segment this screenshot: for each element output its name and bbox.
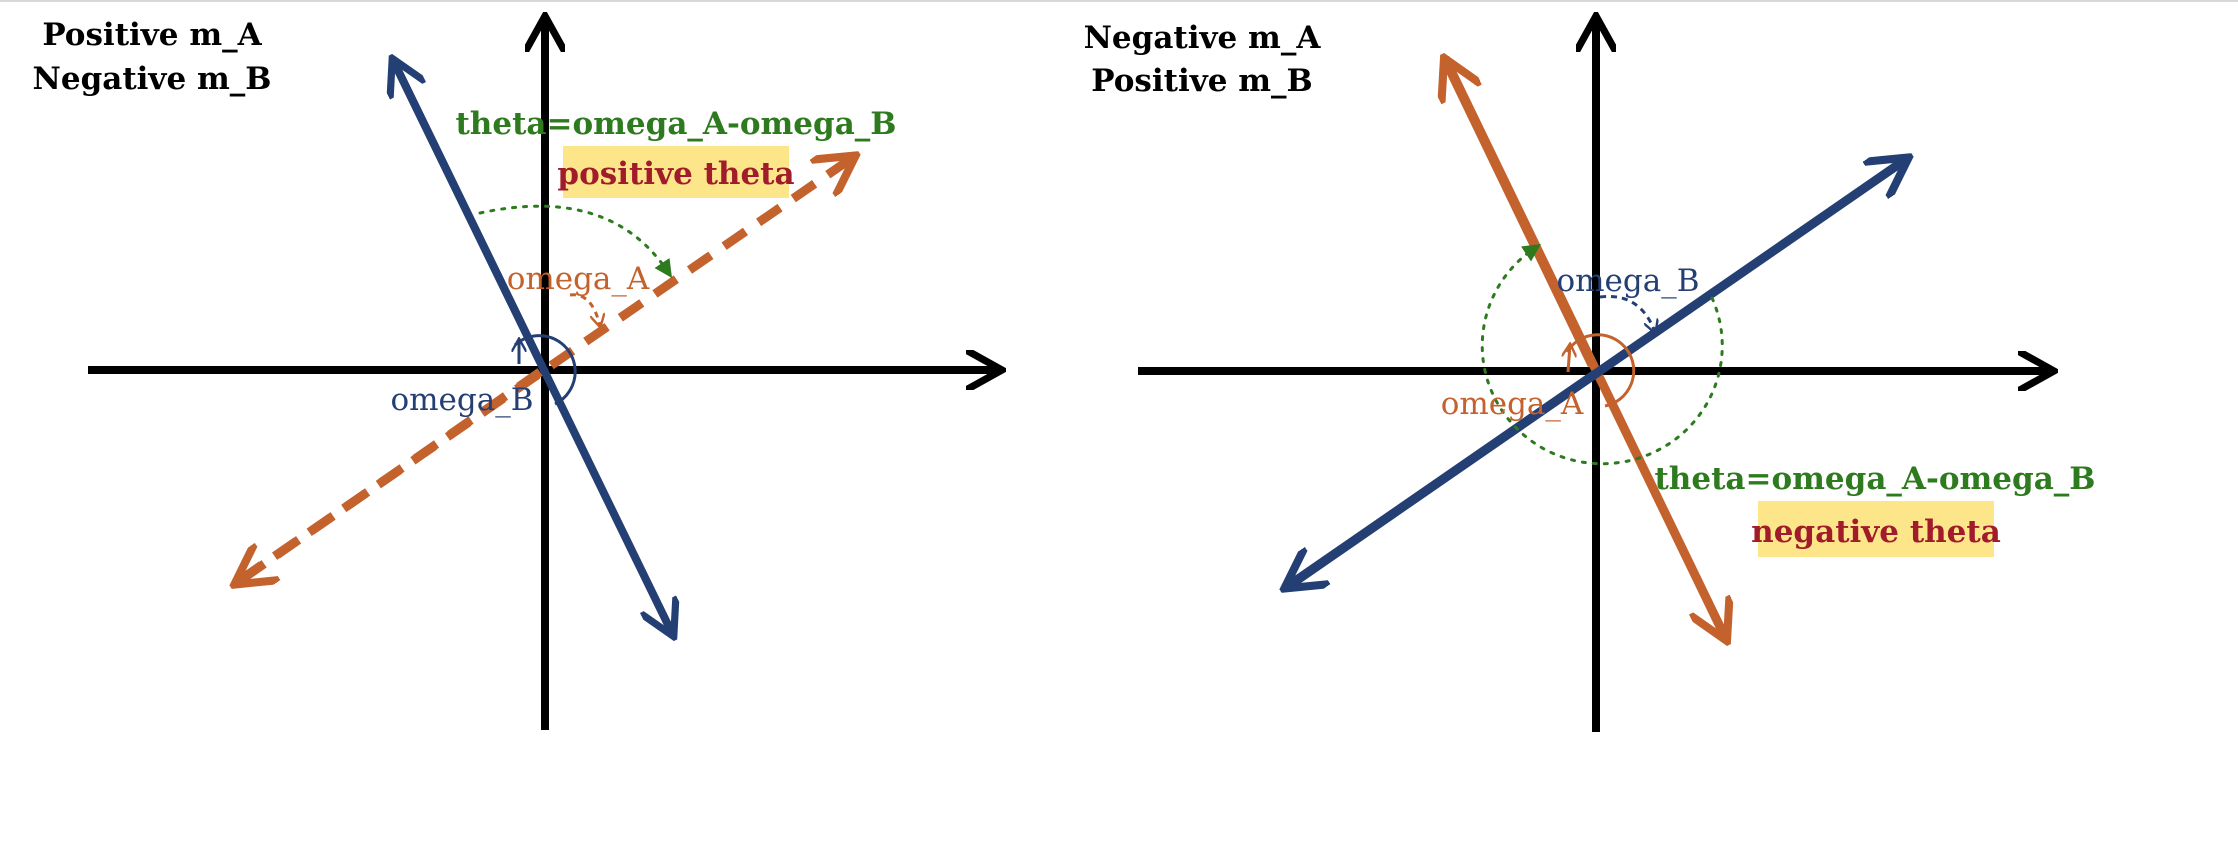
right-panel: Negative m_A Positive m_B theta=omega_A-…: [1084, 20, 2096, 732]
right-omega-b-label: omega_B: [1556, 263, 1699, 299]
left-line-b-back: [394, 62, 544, 364]
left-title-line1: Positive m_A: [42, 17, 262, 53]
left-omega-b-arc: [513, 334, 577, 406]
right-omega-b-arc: [1599, 294, 1655, 332]
right-theta-sign-highlight: [1758, 501, 1994, 557]
left-omega-a-label: omega_A: [507, 261, 650, 297]
left-line-a-back: [238, 368, 543, 582]
right-theta-arc: [1480, 243, 1724, 466]
left-omega-a-arc: [569, 293, 600, 326]
right-omega-a-arrow-tick: [1568, 345, 1570, 373]
right-line-b-back: [1288, 370, 1598, 586]
right-omega-a-arc: [1565, 333, 1636, 408]
right-theta-sign: negative theta: [1751, 514, 2001, 550]
top-border: [0, 0, 2238, 2]
right-theta-formula: theta=omega_A-omega_B: [1654, 461, 2095, 497]
left-theta-arc: [478, 204, 672, 278]
right-title-line2: Positive m_B: [1091, 63, 1313, 99]
right-line-a-back: [1446, 62, 1597, 367]
left-theta-formula: theta=omega_A-omega_B: [455, 106, 896, 142]
right-omega-a-label: omega_A: [1441, 386, 1584, 422]
left-theta-sign: positive theta: [557, 156, 794, 192]
left-title-line2: Negative m_B: [33, 61, 272, 97]
right-title-line1: Negative m_A: [1084, 20, 1322, 56]
left-theta-sign-highlight: [563, 146, 789, 198]
left-omega-b-label: omega_B: [390, 382, 533, 418]
left-panel: Positive m_A Negative m_B theta=omega_A-…: [33, 17, 998, 730]
